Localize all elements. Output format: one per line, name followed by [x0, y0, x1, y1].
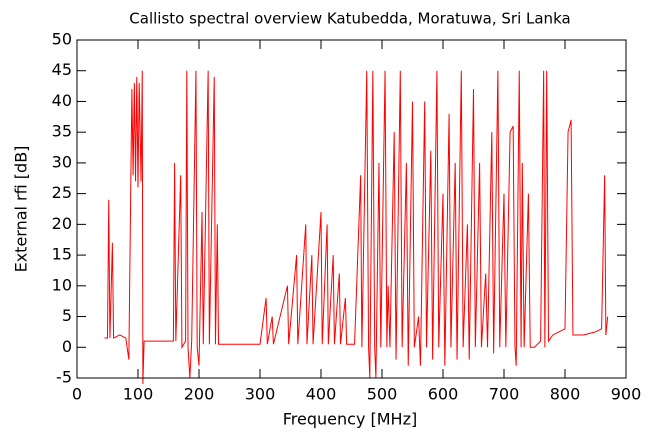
y-tick-label: 15: [52, 245, 72, 264]
x-tick-label: 400: [306, 385, 337, 404]
plot-frame: [76, 39, 627, 379]
x-tick-label: 300: [245, 385, 276, 404]
y-tick-label: 0: [62, 337, 72, 356]
y-tick-label: 35: [52, 122, 72, 141]
y-tick-label: 10: [52, 275, 72, 294]
chart-title: Callisto spectral overview Katubedda, Mo…: [129, 10, 570, 28]
x-tick-label: 500: [367, 385, 398, 404]
x-tick-label: 200: [184, 385, 215, 404]
y-tick-label: 50: [52, 30, 72, 49]
x-axis-label: Frequency [MHz]: [283, 410, 417, 429]
y-axis-label: External rfi [dB]: [12, 146, 31, 273]
x-tick-label: 0: [72, 385, 82, 404]
y-tick-label: 45: [52, 60, 72, 79]
y-tick-label: 30: [52, 152, 72, 171]
y-tick-label: -5: [56, 368, 72, 387]
x-tick-label: 700: [489, 385, 520, 404]
y-tick-label: 40: [52, 91, 72, 110]
y-tick-label: 20: [52, 214, 72, 233]
x-tick-label: 600: [428, 385, 459, 404]
y-tick-label: 5: [62, 306, 72, 325]
x-tick-label: 800: [550, 385, 581, 404]
y-tick-label: 25: [52, 183, 72, 202]
x-tick-label: 100: [123, 385, 154, 404]
x-tick-label: 900: [611, 385, 642, 404]
